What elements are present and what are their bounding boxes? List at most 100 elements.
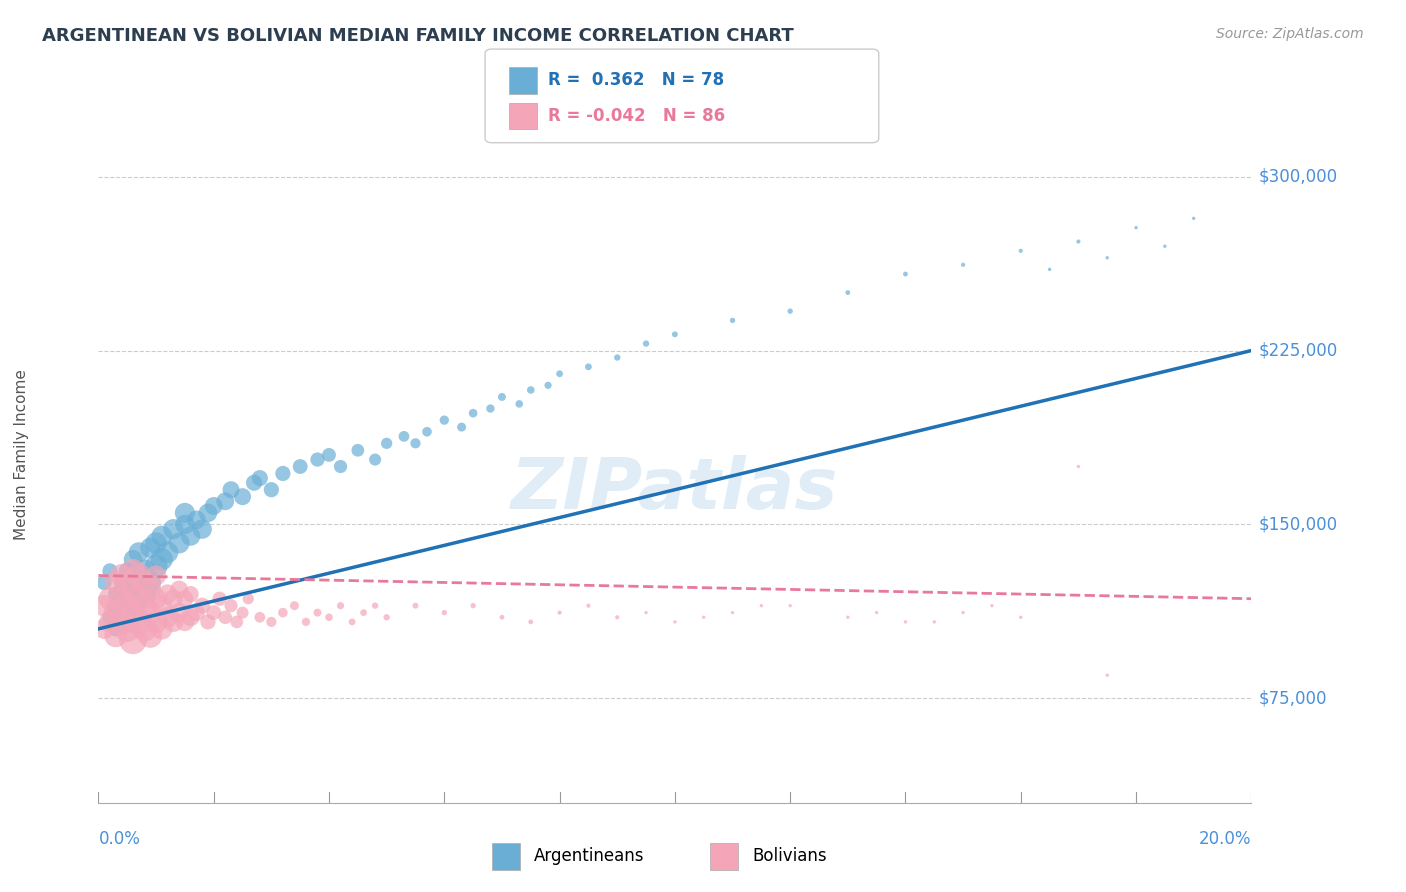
Point xyxy=(93,622,115,636)
Point xyxy=(117,599,138,613)
Point xyxy=(364,599,387,613)
Point xyxy=(461,406,484,420)
Point xyxy=(104,587,127,601)
Point xyxy=(197,506,219,520)
Text: $75,000: $75,000 xyxy=(1258,690,1327,707)
Point xyxy=(150,599,173,613)
Point xyxy=(405,599,427,613)
Text: 20.0%: 20.0% xyxy=(1199,830,1251,847)
Point xyxy=(197,615,219,629)
Point xyxy=(186,606,208,620)
Point xyxy=(167,536,190,550)
Point xyxy=(290,459,312,474)
Point xyxy=(180,610,202,624)
Point xyxy=(122,633,145,648)
Point xyxy=(340,615,363,629)
Point xyxy=(392,429,415,443)
Point xyxy=(329,459,352,474)
Point xyxy=(416,425,439,439)
Point xyxy=(307,606,329,620)
Point xyxy=(122,610,145,624)
Point xyxy=(110,615,132,629)
Point xyxy=(186,513,208,527)
Point xyxy=(110,575,132,590)
Point xyxy=(405,436,427,450)
Point xyxy=(866,606,889,620)
Point xyxy=(231,490,254,504)
Point xyxy=(243,475,266,490)
Point xyxy=(134,587,156,601)
Point xyxy=(128,615,150,629)
Point xyxy=(145,568,167,582)
Point xyxy=(578,359,600,374)
Point xyxy=(117,606,138,620)
Point xyxy=(214,494,236,508)
Point xyxy=(128,545,150,559)
Point xyxy=(145,559,167,574)
Text: Median Family Income: Median Family Income xyxy=(14,369,28,541)
Point xyxy=(1067,235,1090,249)
Point xyxy=(104,599,127,613)
Point xyxy=(520,383,543,397)
Point xyxy=(952,258,974,272)
Point xyxy=(664,615,686,629)
Point xyxy=(145,591,167,606)
Point xyxy=(353,606,375,620)
Point xyxy=(508,397,530,411)
Point xyxy=(122,564,145,578)
Point xyxy=(537,378,560,392)
Point xyxy=(104,606,127,620)
Point xyxy=(162,615,184,629)
Point xyxy=(578,599,600,613)
Point xyxy=(433,413,456,427)
Text: Bolivians: Bolivians xyxy=(752,847,827,865)
Point xyxy=(202,499,225,513)
Text: Source: ZipAtlas.com: Source: ZipAtlas.com xyxy=(1216,27,1364,41)
Point xyxy=(520,615,543,629)
Point xyxy=(117,622,138,636)
Point xyxy=(779,599,801,613)
Point xyxy=(191,522,214,536)
Point xyxy=(122,552,145,566)
Point xyxy=(779,304,801,318)
Point xyxy=(364,452,387,467)
Point xyxy=(110,568,132,582)
Point xyxy=(98,591,121,606)
Point xyxy=(837,285,859,300)
Point xyxy=(606,610,628,624)
Point xyxy=(139,582,162,597)
Text: ZIPatlas: ZIPatlas xyxy=(512,455,838,524)
Point xyxy=(837,610,859,624)
Point xyxy=(981,599,1004,613)
Point xyxy=(318,448,340,462)
Point xyxy=(174,591,197,606)
Point xyxy=(1125,220,1147,235)
Point xyxy=(122,599,145,613)
Point xyxy=(1153,239,1175,253)
Point xyxy=(693,610,716,624)
Text: ARGENTINEAN VS BOLIVIAN MEDIAN FAMILY INCOME CORRELATION CHART: ARGENTINEAN VS BOLIVIAN MEDIAN FAMILY IN… xyxy=(42,27,794,45)
Point xyxy=(375,436,398,450)
Point xyxy=(150,529,173,543)
Point xyxy=(479,401,502,416)
Point xyxy=(128,591,150,606)
Point xyxy=(150,552,173,566)
Point xyxy=(238,591,260,606)
Point xyxy=(636,336,658,351)
Text: R =  0.362   N = 78: R = 0.362 N = 78 xyxy=(548,71,724,89)
Point xyxy=(1097,251,1119,265)
Point xyxy=(894,267,917,281)
Point xyxy=(174,506,197,520)
Point xyxy=(139,541,162,555)
Point xyxy=(139,606,162,620)
Point xyxy=(128,591,150,606)
Text: 0.0%: 0.0% xyxy=(98,830,141,847)
Point xyxy=(491,610,513,624)
Point xyxy=(110,591,132,606)
Point xyxy=(1067,459,1090,474)
Point xyxy=(145,615,167,629)
Point xyxy=(329,599,352,613)
Point xyxy=(162,591,184,606)
Point xyxy=(134,622,156,636)
Point xyxy=(117,564,138,578)
